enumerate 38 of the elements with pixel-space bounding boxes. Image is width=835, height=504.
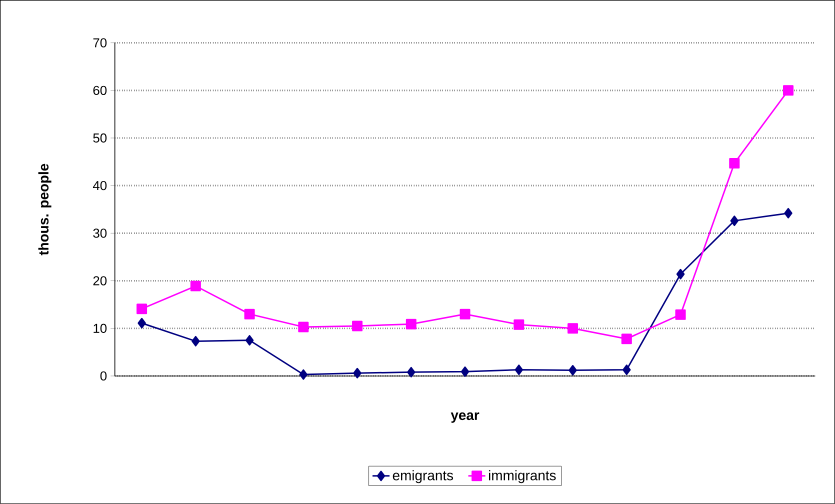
y-tick-label: 20 [93,276,107,286]
legend-label: immigrants [489,470,556,484]
point [676,268,685,280]
point [406,318,416,330]
y-tick-label: 70 [93,38,107,48]
point [192,336,200,347]
point [514,364,524,376]
point [783,85,794,96]
point [136,304,148,314]
point [353,368,362,378]
point [622,364,631,376]
y-tick-label: 0 [100,371,107,381]
point [352,320,363,332]
y-tick-label: 50 [93,133,107,143]
point [244,308,255,320]
y-tick-label: 60 [93,86,107,96]
y-tick-label: 40 [92,181,107,190]
point [729,158,740,169]
point [298,322,309,332]
y-tick-label: 10 [94,324,107,334]
point [299,369,308,380]
legend-label: emigrants [392,470,454,484]
point [407,366,416,378]
point [245,335,254,346]
point [675,309,686,320]
point [621,334,632,344]
point [190,280,201,292]
y-axis-title: thous. people [38,164,52,256]
y-tick-label: 30 [93,228,107,238]
point [568,365,577,376]
point [460,366,470,378]
x-axis-title: year [450,412,480,423]
point [730,216,739,226]
point [460,308,470,320]
point [138,318,146,328]
point [514,319,524,330]
point [568,323,578,334]
point [784,208,792,219]
